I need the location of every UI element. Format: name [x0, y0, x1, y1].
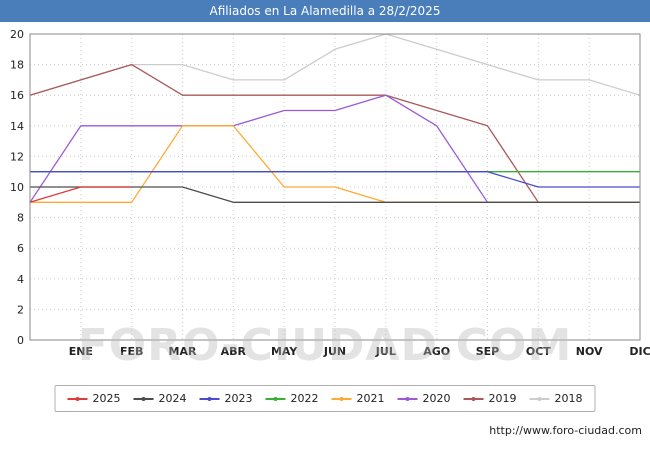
legend-line-icon: [199, 396, 220, 401]
svg-text:16: 16: [10, 89, 24, 102]
legend-label: 2022: [290, 392, 319, 405]
svg-text:NOV: NOV: [576, 345, 603, 358]
svg-text:MAY: MAY: [271, 345, 298, 358]
svg-text:ABR: ABR: [221, 345, 247, 358]
series-2025: [29, 186, 132, 203]
legend-item-2020: 2020: [397, 392, 451, 405]
x-axis-labels: ENE FEB MAR ABR MAY JUN JUL AGO SEP OCT NOV DIC: [69, 345, 650, 358]
svg-text:2: 2: [17, 303, 24, 316]
legend-item-2021: 2021: [331, 392, 385, 405]
legend-item-2024: 2024: [133, 392, 187, 405]
svg-text:8: 8: [17, 212, 24, 225]
legend-label: 2024: [158, 392, 187, 405]
line-chart: 0 2 4 6 8 10 12 14 16 18 20 ENE FEB MAR ABR MAY JUN JUL AG…: [10, 28, 650, 358]
svg-text:MAR: MAR: [169, 345, 197, 358]
legend-item-2023: 2023: [199, 392, 253, 405]
legend: 2025 2024 2023 2022 2021 2020 2019 2018: [54, 385, 596, 412]
legend-line-icon: [265, 396, 286, 401]
series-2019: [29, 63, 640, 203]
svg-text:18: 18: [10, 59, 24, 72]
legend-line-icon: [133, 396, 154, 401]
chart-area: 0 2 4 6 8 10 12 14 16 18 20 ENE FEB MAR ABR MAY JUN JUL AG…: [0, 22, 650, 380]
y-axis-labels: 0 2 4 6 8 10 12 14 16 18 20: [10, 28, 24, 347]
legend-line-icon: [397, 396, 418, 401]
svg-text:DIC: DIC: [629, 345, 650, 358]
legend-label: 2021: [356, 392, 385, 405]
chart-title: Afiliados en La Alamedilla a 28/2/2025: [209, 4, 441, 18]
legend-item-2018: 2018: [529, 392, 583, 405]
svg-text:20: 20: [10, 28, 24, 41]
legend-line-icon: [331, 396, 352, 401]
svg-text:14: 14: [10, 120, 24, 133]
chart-title-bar: Afiliados en La Alamedilla a 28/2/2025: [0, 0, 650, 22]
svg-text:4: 4: [17, 273, 24, 286]
svg-text:6: 6: [17, 242, 24, 255]
svg-text:JUL: JUL: [375, 345, 396, 358]
legend-line-icon: [67, 396, 88, 401]
svg-text:0: 0: [17, 334, 24, 347]
legend-label: 2020: [422, 392, 451, 405]
legend-label: 2019: [488, 392, 517, 405]
plot-border: [29, 33, 641, 341]
svg-text:AGO: AGO: [423, 345, 450, 358]
legend-item-2025: 2025: [67, 392, 121, 405]
svg-text:SEP: SEP: [476, 345, 500, 358]
svg-text:OCT: OCT: [526, 345, 551, 358]
footer-link[interactable]: http://www.foro-ciudad.com: [489, 424, 642, 437]
svg-text:10: 10: [10, 181, 24, 194]
series-2023: [30, 171, 640, 188]
legend-item-2019: 2019: [463, 392, 517, 405]
legend-label: 2023: [224, 392, 253, 405]
legend-label: 2025: [92, 392, 121, 405]
svg-text:ENE: ENE: [69, 345, 93, 358]
svg-text:FEB: FEB: [120, 345, 143, 358]
svg-text:JUN: JUN: [323, 345, 346, 358]
legend-line-icon: [529, 396, 550, 401]
legend-label: 2018: [554, 392, 583, 405]
svg-text:12: 12: [10, 150, 24, 163]
legend-item-2022: 2022: [265, 392, 319, 405]
legend-line-icon: [463, 396, 484, 401]
